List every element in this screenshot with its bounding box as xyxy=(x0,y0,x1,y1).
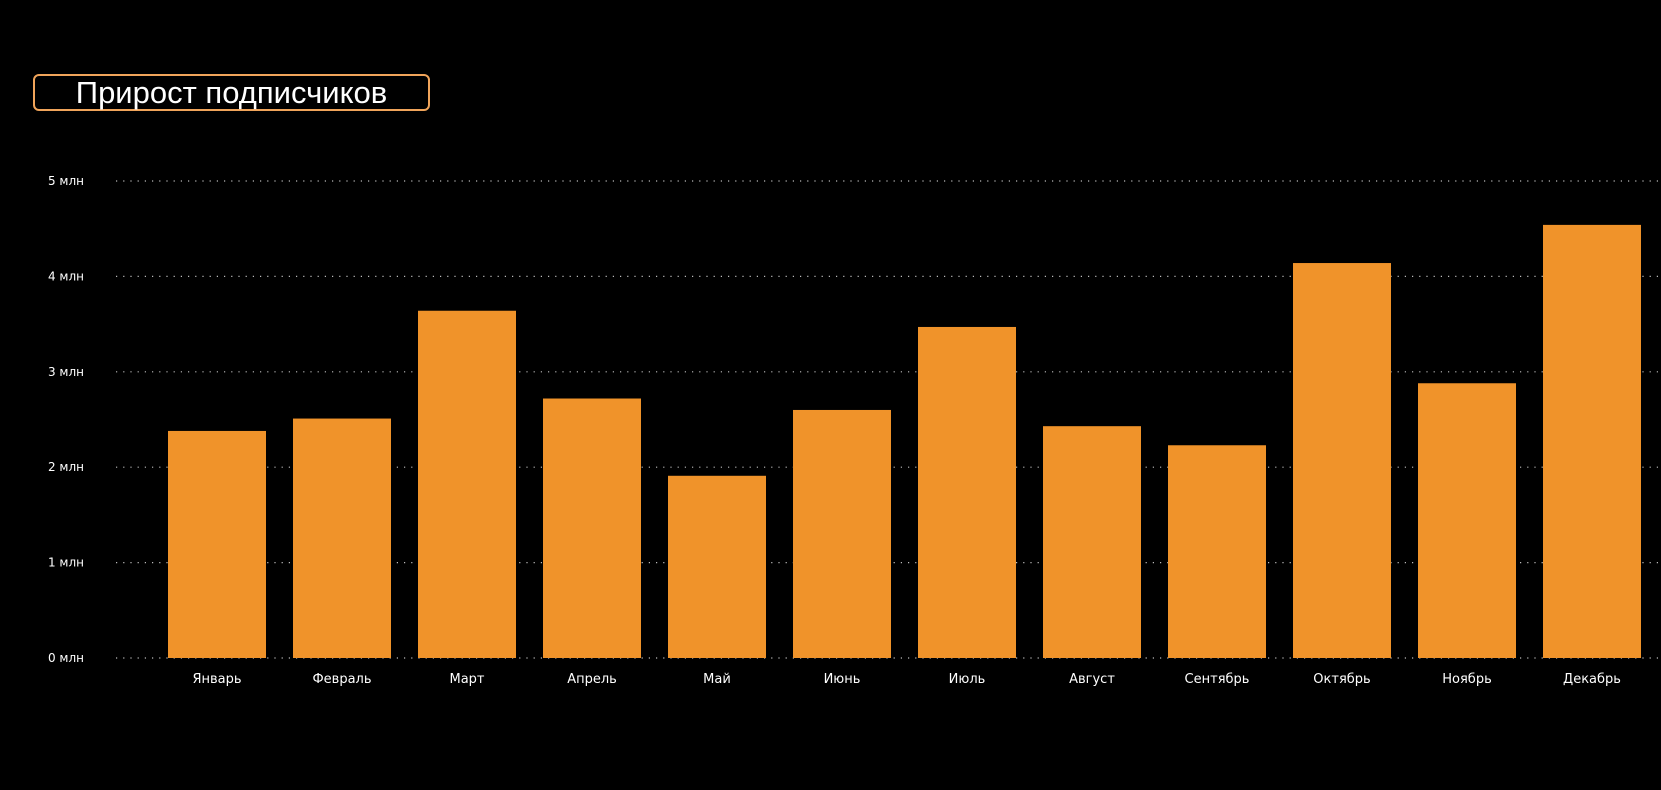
bar xyxy=(1293,263,1391,658)
x-category-label: Март xyxy=(449,672,484,687)
x-category-label: Июнь xyxy=(824,672,861,687)
x-axis-categories: Январь Февраль Март Апрель Май Июнь Июль Август… xyxy=(192,672,1620,687)
bar xyxy=(168,430,266,658)
y-axis-ticks: 0 млн 1 млн 2 млн 3 млн 4 млн 5 млн xyxy=(48,174,84,665)
bar xyxy=(1543,224,1641,658)
bar xyxy=(1043,426,1141,658)
bar xyxy=(1168,445,1266,658)
x-category-label: Декабрь xyxy=(1563,672,1621,687)
y-tick-label: 5 млн xyxy=(48,174,84,188)
x-category-label: Ноябрь xyxy=(1442,672,1491,687)
x-category-label: Июль xyxy=(949,672,986,687)
bar xyxy=(293,418,391,658)
chart-title: Прирост подписчиков xyxy=(33,74,430,111)
bars xyxy=(168,224,1641,658)
y-tick-label: 1 млн xyxy=(48,556,84,570)
bar xyxy=(418,310,516,658)
bar xyxy=(543,398,641,658)
x-category-label: Август xyxy=(1069,672,1115,687)
x-category-label: Апрель xyxy=(567,672,617,687)
x-category-label: Сентябрь xyxy=(1185,672,1250,687)
bar xyxy=(918,326,1016,658)
x-category-label: Январь xyxy=(192,672,241,687)
y-tick-label: 3 млн xyxy=(48,365,84,379)
bar xyxy=(1418,383,1516,658)
y-tick-label: 0 млн xyxy=(48,651,84,665)
y-tick-label: 4 млн xyxy=(48,269,84,283)
bar xyxy=(793,409,891,658)
y-tick-label: 2 млн xyxy=(48,460,84,474)
x-category-label: Октябрь xyxy=(1313,672,1370,687)
bar xyxy=(668,475,766,658)
x-category-label: Февраль xyxy=(312,672,371,687)
x-category-label: Май xyxy=(703,672,731,687)
